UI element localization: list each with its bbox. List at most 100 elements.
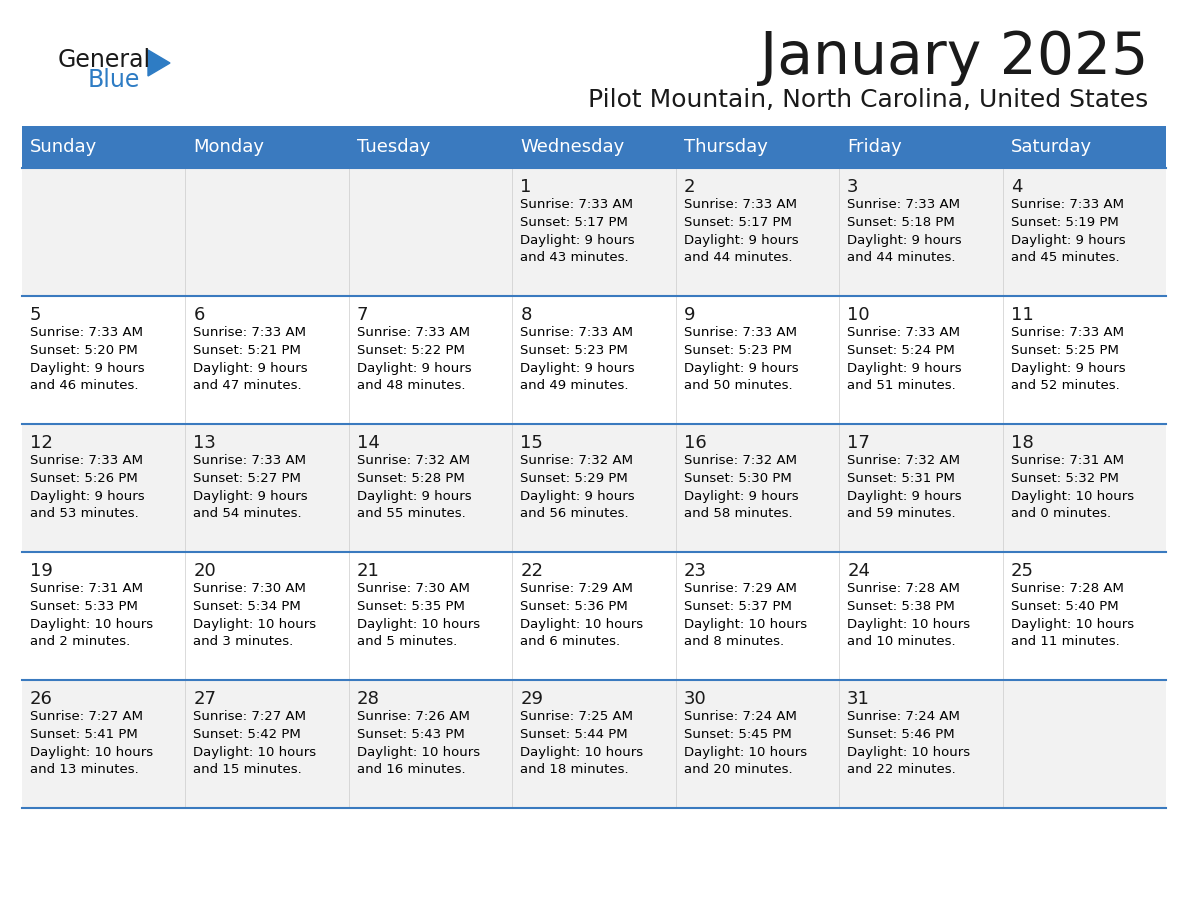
Text: Sunset: 5:45 PM: Sunset: 5:45 PM — [684, 728, 791, 741]
Text: Daylight: 9 hours: Daylight: 9 hours — [30, 490, 145, 503]
Text: Sunset: 5:32 PM: Sunset: 5:32 PM — [1011, 472, 1118, 485]
Text: and 55 minutes.: and 55 minutes. — [356, 507, 466, 520]
Text: and 13 minutes.: and 13 minutes. — [30, 763, 139, 776]
Text: Monday: Monday — [194, 138, 265, 156]
Text: and 48 minutes.: and 48 minutes. — [356, 379, 466, 392]
Text: and 0 minutes.: and 0 minutes. — [1011, 507, 1111, 520]
Text: and 44 minutes.: and 44 minutes. — [684, 251, 792, 264]
Text: Sunrise: 7:33 AM: Sunrise: 7:33 AM — [30, 454, 143, 467]
Text: General: General — [58, 48, 151, 72]
Text: Sunrise: 7:33 AM: Sunrise: 7:33 AM — [1011, 326, 1124, 339]
Text: Tuesday: Tuesday — [356, 138, 430, 156]
Text: and 20 minutes.: and 20 minutes. — [684, 763, 792, 776]
Text: and 2 minutes.: and 2 minutes. — [30, 635, 131, 648]
Text: 17: 17 — [847, 434, 870, 452]
Text: 11: 11 — [1011, 306, 1034, 324]
Text: 18: 18 — [1011, 434, 1034, 452]
Text: Sunrise: 7:29 AM: Sunrise: 7:29 AM — [520, 582, 633, 595]
Text: Daylight: 9 hours: Daylight: 9 hours — [847, 362, 962, 375]
Text: Daylight: 9 hours: Daylight: 9 hours — [356, 490, 472, 503]
Text: 28: 28 — [356, 690, 380, 708]
Bar — [23, 680, 1165, 808]
Text: and 3 minutes.: and 3 minutes. — [194, 635, 293, 648]
Text: and 51 minutes.: and 51 minutes. — [847, 379, 956, 392]
Text: Daylight: 10 hours: Daylight: 10 hours — [847, 618, 971, 631]
Text: Daylight: 9 hours: Daylight: 9 hours — [684, 362, 798, 375]
Text: and 5 minutes.: and 5 minutes. — [356, 635, 457, 648]
Text: Daylight: 10 hours: Daylight: 10 hours — [194, 746, 316, 759]
Text: Sunrise: 7:29 AM: Sunrise: 7:29 AM — [684, 582, 797, 595]
Text: Sunset: 5:30 PM: Sunset: 5:30 PM — [684, 472, 791, 485]
Text: and 16 minutes.: and 16 minutes. — [356, 763, 466, 776]
Text: 10: 10 — [847, 306, 870, 324]
Text: Sunrise: 7:33 AM: Sunrise: 7:33 AM — [356, 326, 470, 339]
Text: and 49 minutes.: and 49 minutes. — [520, 379, 628, 392]
Text: Daylight: 10 hours: Daylight: 10 hours — [847, 746, 971, 759]
Text: Daylight: 10 hours: Daylight: 10 hours — [684, 618, 807, 631]
Text: Sunset: 5:41 PM: Sunset: 5:41 PM — [30, 728, 138, 741]
Text: Pilot Mountain, North Carolina, United States: Pilot Mountain, North Carolina, United S… — [588, 88, 1148, 112]
Text: Sunrise: 7:24 AM: Sunrise: 7:24 AM — [847, 710, 960, 723]
Text: Sunset: 5:35 PM: Sunset: 5:35 PM — [356, 600, 465, 613]
Text: Daylight: 10 hours: Daylight: 10 hours — [520, 618, 644, 631]
Text: and 10 minutes.: and 10 minutes. — [847, 635, 956, 648]
Text: Sunset: 5:29 PM: Sunset: 5:29 PM — [520, 472, 628, 485]
Text: 8: 8 — [520, 306, 532, 324]
Text: Blue: Blue — [88, 68, 140, 92]
Text: 31: 31 — [847, 690, 870, 708]
Text: Sunset: 5:17 PM: Sunset: 5:17 PM — [684, 216, 791, 229]
Text: and 22 minutes.: and 22 minutes. — [847, 763, 956, 776]
Text: Sunrise: 7:33 AM: Sunrise: 7:33 AM — [194, 326, 307, 339]
Text: 16: 16 — [684, 434, 707, 452]
Bar — [23, 424, 1165, 552]
Text: 24: 24 — [847, 562, 870, 580]
Text: 15: 15 — [520, 434, 543, 452]
Text: Daylight: 9 hours: Daylight: 9 hours — [194, 362, 308, 375]
Text: and 18 minutes.: and 18 minutes. — [520, 763, 628, 776]
Text: Daylight: 9 hours: Daylight: 9 hours — [194, 490, 308, 503]
Text: Sunrise: 7:31 AM: Sunrise: 7:31 AM — [1011, 454, 1124, 467]
Text: Thursday: Thursday — [684, 138, 767, 156]
Text: Sunset: 5:18 PM: Sunset: 5:18 PM — [847, 216, 955, 229]
Text: Sunrise: 7:33 AM: Sunrise: 7:33 AM — [1011, 198, 1124, 211]
Text: and 8 minutes.: and 8 minutes. — [684, 635, 784, 648]
Text: Daylight: 9 hours: Daylight: 9 hours — [684, 490, 798, 503]
Text: 21: 21 — [356, 562, 380, 580]
Text: Sunset: 5:19 PM: Sunset: 5:19 PM — [1011, 216, 1118, 229]
Text: Daylight: 10 hours: Daylight: 10 hours — [356, 746, 480, 759]
Text: Daylight: 9 hours: Daylight: 9 hours — [520, 234, 634, 247]
Text: Sunrise: 7:27 AM: Sunrise: 7:27 AM — [194, 710, 307, 723]
Text: 7: 7 — [356, 306, 368, 324]
Text: Sunrise: 7:33 AM: Sunrise: 7:33 AM — [684, 198, 797, 211]
Text: Daylight: 10 hours: Daylight: 10 hours — [1011, 490, 1133, 503]
Text: Daylight: 9 hours: Daylight: 9 hours — [1011, 234, 1125, 247]
Text: 1: 1 — [520, 178, 532, 196]
Text: Sunrise: 7:32 AM: Sunrise: 7:32 AM — [356, 454, 470, 467]
Text: 5: 5 — [30, 306, 42, 324]
Text: and 50 minutes.: and 50 minutes. — [684, 379, 792, 392]
Text: Sunrise: 7:33 AM: Sunrise: 7:33 AM — [30, 326, 143, 339]
Text: 20: 20 — [194, 562, 216, 580]
Text: Sunset: 5:27 PM: Sunset: 5:27 PM — [194, 472, 302, 485]
Text: Daylight: 10 hours: Daylight: 10 hours — [684, 746, 807, 759]
Text: 6: 6 — [194, 306, 204, 324]
Text: and 43 minutes.: and 43 minutes. — [520, 251, 628, 264]
Text: Sunset: 5:31 PM: Sunset: 5:31 PM — [847, 472, 955, 485]
Text: 23: 23 — [684, 562, 707, 580]
Text: Sunrise: 7:30 AM: Sunrise: 7:30 AM — [356, 582, 469, 595]
Text: Sunrise: 7:33 AM: Sunrise: 7:33 AM — [847, 198, 960, 211]
Text: Sunrise: 7:33 AM: Sunrise: 7:33 AM — [194, 454, 307, 467]
Text: and 6 minutes.: and 6 minutes. — [520, 635, 620, 648]
Text: Sunset: 5:43 PM: Sunset: 5:43 PM — [356, 728, 465, 741]
Text: 2: 2 — [684, 178, 695, 196]
Text: 14: 14 — [356, 434, 380, 452]
Text: Sunrise: 7:30 AM: Sunrise: 7:30 AM — [194, 582, 307, 595]
Text: and 11 minutes.: and 11 minutes. — [1011, 635, 1119, 648]
Text: 22: 22 — [520, 562, 543, 580]
Text: Sunset: 5:24 PM: Sunset: 5:24 PM — [847, 344, 955, 357]
Text: Sunrise: 7:25 AM: Sunrise: 7:25 AM — [520, 710, 633, 723]
Text: Sunset: 5:34 PM: Sunset: 5:34 PM — [194, 600, 302, 613]
Text: Wednesday: Wednesday — [520, 138, 625, 156]
Text: Sunset: 5:40 PM: Sunset: 5:40 PM — [1011, 600, 1118, 613]
Text: and 45 minutes.: and 45 minutes. — [1011, 251, 1119, 264]
